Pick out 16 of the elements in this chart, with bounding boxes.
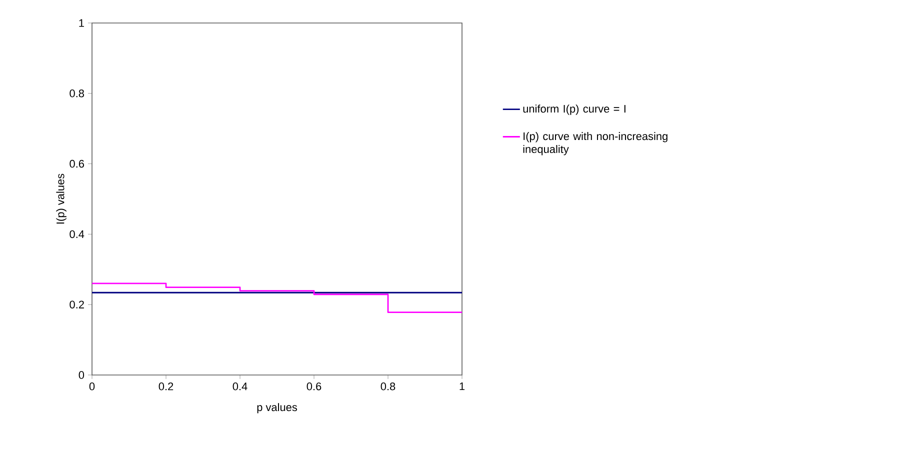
y-tick-label: 1 (79, 19, 84, 27)
y-tick-label: 0.8 (70, 90, 84, 98)
x-tick-label: 0.2 (158, 382, 174, 390)
legend-label: uniform I(p) curve = I (523, 104, 626, 115)
x-tick-label: 1 (460, 382, 465, 390)
y-tick-label: 0.6 (70, 160, 84, 168)
y-axis-title: I(p) values (56, 174, 66, 224)
x-tick-label: 0 (89, 382, 95, 390)
x-tick-label: 0.4 (232, 382, 248, 390)
y-tick-label: 0.4 (70, 230, 84, 238)
x-tick-label: 0.6 (306, 382, 322, 390)
y-tick-label: 0.2 (70, 300, 84, 308)
x-tick-label: 0.8 (380, 382, 396, 390)
legend-label: I(p) curve with non-increasing inequality (523, 132, 668, 156)
y-tick-label: 0 (78, 371, 84, 379)
x-axis-title: p values (257, 403, 297, 414)
